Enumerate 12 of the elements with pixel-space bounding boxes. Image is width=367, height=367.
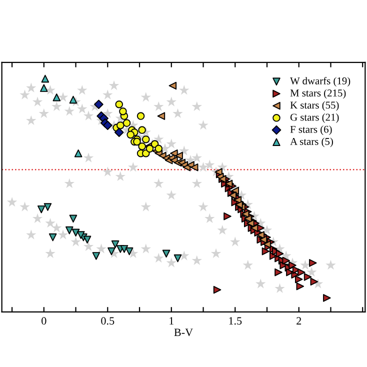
x-axis-title: B-V [174,328,193,336]
legend-label: M stars (215) [290,89,346,99]
legend-label: K stars (55) [290,101,339,111]
x-tick-label: 1.5 [229,317,242,325]
legend-label: F stars (6) [290,126,332,135]
legend-label: W dwarfs (19) [290,76,350,87]
x-tick-label: 0 [42,317,46,325]
x-tick-label: 2 [296,317,302,325]
x-tick-label: 0.5 [101,317,114,325]
legend-label: A stars (5) [290,138,333,148]
legend-label: G stars (21) [290,113,339,123]
x-tick-label: 1 [170,317,174,325]
